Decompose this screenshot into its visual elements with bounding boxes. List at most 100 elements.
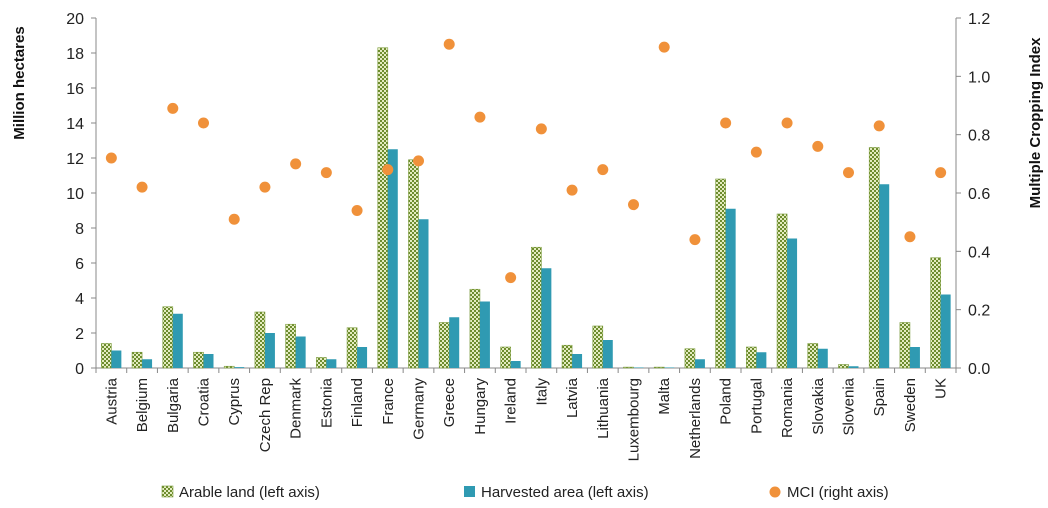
category-label: Italy [533,378,550,406]
harvested-area-bar [541,268,552,368]
category-label: Slovenia [841,377,858,435]
legend-label: Harvested area (left axis) [481,484,649,501]
harvested-area-bar [357,347,368,368]
mci-point [382,164,394,176]
harvested-area-bar [449,317,460,368]
arable-land-bar [776,213,788,369]
mci-point [320,167,332,179]
right-axis-tick-label: 0.2 [968,303,990,320]
harvested-area-bar [725,208,736,368]
mci-point [904,231,916,243]
harvested-area-bar [295,336,306,368]
category-label: Belgium [134,378,151,432]
category-label: Bulgaria [165,377,182,433]
left-axis-tick-label: 4 [75,291,84,308]
category-label: Portugal [748,378,765,434]
mci-point [566,184,578,196]
arable-land-bar [500,346,511,369]
left-axis-ticks: 0 2 4 6 8 10 12 14 16 18 20 [66,11,956,378]
category-label: France [380,378,397,425]
mci-point [935,167,947,179]
category-labels: Austria Belgium Bulgaria Croatia Cyprus Czech… [95,368,957,461]
left-axis-tick-label: 14 [66,116,84,133]
right-axis-tick-label: 0.6 [968,186,990,203]
category-label: Hungary [472,378,489,435]
legend-label: MCI (right axis) [787,484,889,501]
arable-land-bar [285,323,296,369]
harvested-area-bar [264,333,275,368]
mci-point [658,41,670,53]
harvested-area-bar [848,366,859,368]
legend-swatch-harvested [464,486,475,497]
harvested-area-bar [879,184,890,368]
harvested-area-bar [756,352,767,368]
left-axis-tick-label: 2 [75,326,84,343]
mci-point [413,155,424,167]
category-label: Austria [103,377,120,424]
harvested-area-bar [633,367,644,368]
right-axis-tick-label: 0.0 [968,361,990,378]
arable-land-bar [930,257,941,369]
harvested-area-bar [203,354,214,368]
arable-land-bar [438,322,450,369]
category-label: Spain [871,378,888,416]
mci-point [843,167,854,179]
mci-point [873,120,885,132]
mci-points-group [105,38,947,284]
harvested-area-bar [142,359,153,368]
mci-point [597,164,609,176]
arable-land-bar [408,159,419,369]
arable-land-bar [684,348,696,369]
category-label: Germany [411,378,428,440]
harvested-area-bar [510,361,521,368]
arable-land-bar [807,343,819,369]
left-axis-tick-label: 10 [66,186,84,203]
harvested-area-bar [234,367,245,368]
arable-land-bar [469,288,481,369]
arable-land-bar [561,344,573,369]
arable-land-bar [592,325,604,369]
harvested-area-bar [172,313,183,368]
category-label: Sweden [902,378,919,432]
category-label: Lithuania [595,377,612,439]
bars-group [101,47,951,369]
legend: Arable land (left axis) Harvested area (l… [161,484,889,501]
category-label: Cyprus [226,378,243,426]
arable-land-bar [377,47,389,369]
category-label: Latvia [564,377,581,418]
arable-land-bar [346,327,358,369]
right-axis-tick-label: 1.0 [968,69,990,86]
left-axis-tick-label: 8 [75,221,84,238]
harvested-area-bar [694,359,705,368]
arable-land-bar [899,322,911,369]
mci-point [105,152,117,164]
mci-point [259,181,271,193]
arable-land-bar [746,346,757,369]
mci-point [167,102,179,114]
harvested-area-bar [111,350,122,368]
mci-point [228,213,240,225]
legend-swatch-mci [769,486,781,498]
category-label: Netherlands [687,378,704,459]
harvested-area-bar [664,367,675,368]
mci-point [720,117,732,129]
arable-land-bar [868,147,880,369]
mci-point [750,146,762,158]
legend-label: Arable land (left axis) [179,484,320,501]
left-axis-title: Million hectares [11,26,28,139]
harvested-area-bar [602,340,613,368]
harvested-area-bar [817,348,828,368]
harvested-area-bar [940,294,951,368]
mci-point [689,234,701,246]
left-axis-tick-label: 0 [75,361,84,378]
category-label: Estonia [318,377,335,428]
category-label: Ireland [503,378,520,424]
left-axis-tick-label: 16 [66,81,84,98]
mci-point [351,205,363,216]
right-axis-tick-label: 0.8 [968,128,990,145]
left-axis-tick-label: 12 [66,151,84,168]
category-label: Czech Rep [257,378,274,452]
category-label: Denmark [288,378,305,439]
mci-point [136,181,148,193]
arable-land-bar [623,366,634,369]
